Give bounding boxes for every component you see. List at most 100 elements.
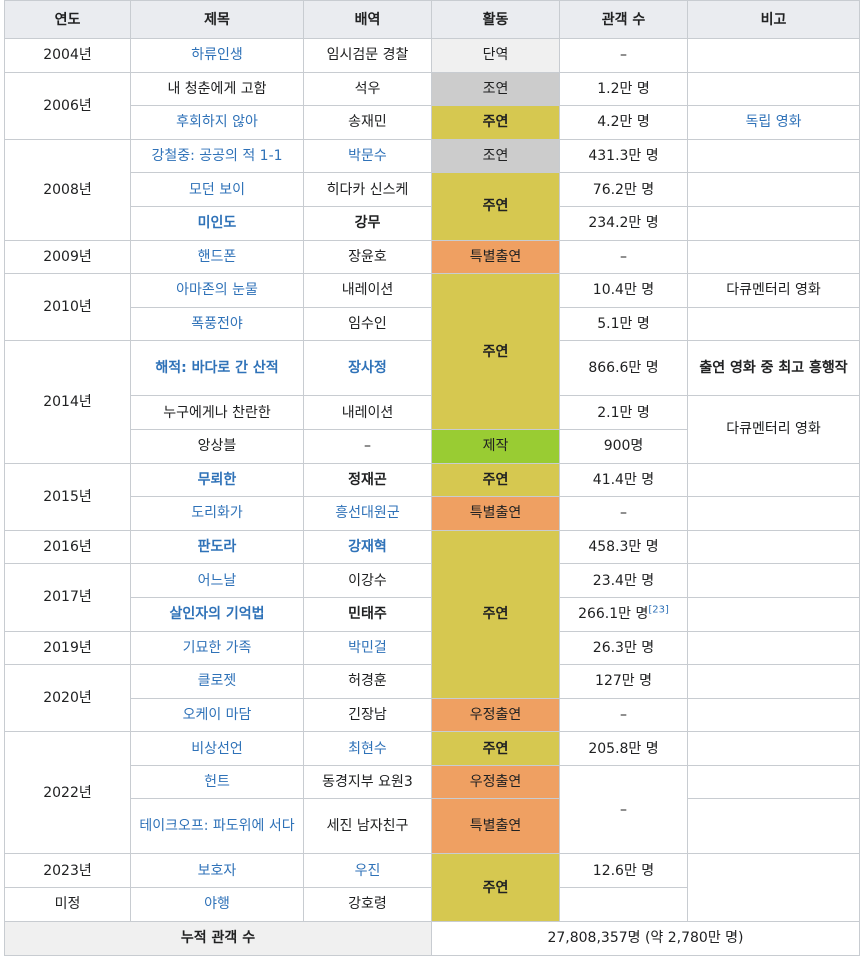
cell xyxy=(687,38,860,73)
link[interactable]: 우진 xyxy=(354,862,381,879)
cell: 주연 xyxy=(431,172,560,241)
cell: 조연 xyxy=(431,71,560,107)
cell: 2023년 xyxy=(4,853,131,889)
tr: 2006년 내 청춘에게 고함 석우 조연 1.2만 명 xyxy=(4,71,860,140)
span: 266.1만 명 xyxy=(578,606,649,623)
cell: 독립 영화 xyxy=(687,105,860,140)
link[interactable]: 야행 xyxy=(204,896,230,913)
cell: 살인자의 기억법 xyxy=(130,596,304,632)
link[interactable]: 박민걸 xyxy=(348,639,387,656)
link[interactable]: 강재혁 xyxy=(348,539,387,556)
filmography-table: 연도 제목 배역 활동 관객 수 비고 2004년 하류인생 임시검문 경찰 단역 – 2006년… xyxy=(4,0,860,956)
link[interactable]: 아마존의 눈물 xyxy=(176,282,258,299)
cell: 12.6만 명 xyxy=(559,853,688,889)
cell: 긴장남 xyxy=(303,697,432,733)
link[interactable]: 무뢰한 xyxy=(197,471,237,488)
link[interactable]: 어느날 xyxy=(197,572,237,589)
cell: 2017년 xyxy=(4,563,131,632)
tr: 누적 관객 수 27,808,357명 (약 2,780만 명) xyxy=(4,920,860,956)
link[interactable]: 테이크오프: 파도위에 서다 xyxy=(139,818,295,835)
cell: 234.2만 명 xyxy=(559,205,688,241)
link[interactable]: 헌트 xyxy=(204,774,230,791)
cell: – xyxy=(303,428,432,464)
cell xyxy=(687,596,860,632)
tr: 2008년 강철중: 공공의 적 1-1 박문수 조연 431.3만 명 xyxy=(4,138,860,241)
link[interactable]: 비상선언 xyxy=(191,740,243,757)
link[interactable]: 최현수 xyxy=(348,740,387,757)
cell: 임수인 xyxy=(303,306,432,342)
cell: 우진 xyxy=(303,853,432,889)
cell: 266.1만 명[23] xyxy=(559,596,688,632)
link[interactable]: 폭풍전야 xyxy=(191,316,243,333)
link[interactable]: 하류인생 xyxy=(191,47,243,64)
cell: – xyxy=(559,239,688,275)
link[interactable]: 강철중: 공공의 적 1-1 xyxy=(151,148,283,165)
tr: 2022년 비상선언 최현수 주연 205.8만 명 xyxy=(4,731,860,855)
tr: 살인자의 기억법 민태주 266.1만 명[23] xyxy=(5,596,860,632)
cell: 누적 관객 수 xyxy=(4,920,432,956)
link[interactable]: 흥선대원군 xyxy=(335,505,400,522)
cell xyxy=(687,563,860,598)
cell: 900명 xyxy=(559,428,688,464)
cell: 2008년 xyxy=(4,138,131,241)
cell: 모던 보이 xyxy=(130,172,304,207)
tr: 2004년 하류인생 임시검문 경찰 단역 – xyxy=(4,38,860,73)
cell: 27,808,357명 (약 2,780만 명) xyxy=(431,920,860,956)
link[interactable]: 기묘한 가족 xyxy=(182,639,252,656)
link[interactable]: 후회하지 않아 xyxy=(176,114,258,131)
cell: 강호령 xyxy=(303,887,432,922)
cell: 2004년 xyxy=(4,38,131,73)
cell: 주연 xyxy=(431,105,560,140)
cell: 내레이션 xyxy=(303,395,432,430)
cell: 주연 xyxy=(431,273,560,430)
cell: 1.2만 명 xyxy=(559,71,688,107)
cell: 클로젯 xyxy=(130,664,304,699)
cell: 41.4만 명 xyxy=(559,462,688,498)
cell: 세진 남자친구 xyxy=(303,798,432,855)
cell xyxy=(687,138,860,174)
link[interactable]: 클로젯 xyxy=(197,673,237,690)
link[interactable]: 보호자 xyxy=(197,862,237,879)
cell: 비상선언 xyxy=(130,731,304,766)
cell: 10.4만 명 xyxy=(559,273,688,308)
cell xyxy=(687,853,860,922)
cell xyxy=(687,306,860,342)
link[interactable]: [23] xyxy=(648,604,669,616)
link[interactable]: 오케이 마담 xyxy=(182,706,252,723)
tr: 2017년 어느날 이강수 23.4만 명 xyxy=(4,563,860,632)
link[interactable]: 판도라 xyxy=(197,539,237,556)
cell: 민태주 xyxy=(303,596,432,632)
cell: 다큐멘터리 영화 xyxy=(687,273,860,308)
link[interactable]: 장사정 xyxy=(348,360,387,377)
cell: 석우 xyxy=(303,71,432,107)
tr: 2023년 보호자 우진 주연 12.6만 명 xyxy=(4,853,860,922)
cell: 임시검문 경찰 xyxy=(303,38,432,73)
cell xyxy=(687,71,860,107)
cell: 테이크오프: 파도위에 서다 xyxy=(130,798,304,855)
link[interactable]: 독립 영화 xyxy=(745,114,802,131)
cell: 앙상블 xyxy=(130,428,304,464)
link[interactable]: 박문수 xyxy=(348,148,387,165)
cell: 특별출연 xyxy=(431,239,560,275)
link[interactable]: 모던 보이 xyxy=(189,181,245,198)
tr: 2016년 판도라 강재혁 주연 458.3만 명 xyxy=(4,529,860,699)
cell: 조연 xyxy=(431,138,560,174)
cell: 기묘한 가족 xyxy=(130,630,304,666)
cell: 강무 xyxy=(303,205,432,241)
cell xyxy=(687,664,860,699)
tr: 미정 야행 강호령 xyxy=(4,887,860,922)
cell xyxy=(687,462,860,498)
cell: 이강수 xyxy=(303,563,432,598)
link[interactable]: 살인자의 기억법 xyxy=(169,606,265,623)
cell: 2009년 xyxy=(4,239,131,275)
tr: 2010년 아마존의 눈물 내레이션 주연 10.4만 명 다큐멘터리 영화 xyxy=(4,273,860,430)
link[interactable]: 해적: 바다로 간 산적 xyxy=(155,360,279,377)
link[interactable]: 핸드폰 xyxy=(197,248,237,265)
cell: 2006년 xyxy=(4,71,131,140)
cell: – xyxy=(559,764,688,855)
cell: 강철중: 공공의 적 1-1 xyxy=(130,138,304,174)
cell: 특별출연 xyxy=(431,496,560,531)
link[interactable]: 도리화가 xyxy=(191,505,243,522)
cell: 2014년 xyxy=(4,340,131,464)
link[interactable]: 미인도 xyxy=(197,215,237,232)
